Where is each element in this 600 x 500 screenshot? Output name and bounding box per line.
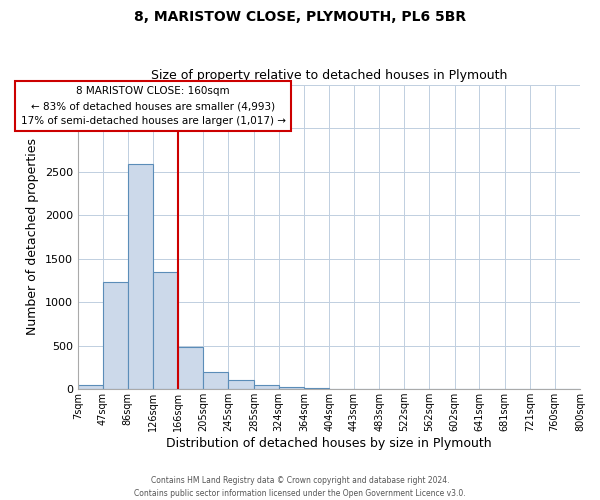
Bar bbox=[278, 386, 304, 389]
X-axis label: Distribution of detached houses by size in Plymouth: Distribution of detached houses by size … bbox=[166, 437, 491, 450]
Bar bbox=[229, 380, 254, 389]
Bar bbox=[203, 372, 229, 389]
Bar bbox=[304, 388, 329, 389]
Bar bbox=[103, 282, 128, 389]
Y-axis label: Number of detached properties: Number of detached properties bbox=[26, 138, 39, 336]
Bar bbox=[254, 385, 278, 389]
Bar bbox=[178, 346, 203, 389]
Text: 8, MARISTOW CLOSE, PLYMOUTH, PL6 5BR: 8, MARISTOW CLOSE, PLYMOUTH, PL6 5BR bbox=[134, 10, 466, 24]
Text: 8 MARISTOW CLOSE: 160sqm
← 83% of detached houses are smaller (4,993)
17% of sem: 8 MARISTOW CLOSE: 160sqm ← 83% of detach… bbox=[20, 86, 286, 126]
Text: Contains HM Land Registry data © Crown copyright and database right 2024.
Contai: Contains HM Land Registry data © Crown c… bbox=[134, 476, 466, 498]
Bar bbox=[153, 272, 178, 389]
Bar bbox=[78, 385, 103, 389]
Bar bbox=[128, 164, 153, 389]
Title: Size of property relative to detached houses in Plymouth: Size of property relative to detached ho… bbox=[151, 69, 507, 82]
